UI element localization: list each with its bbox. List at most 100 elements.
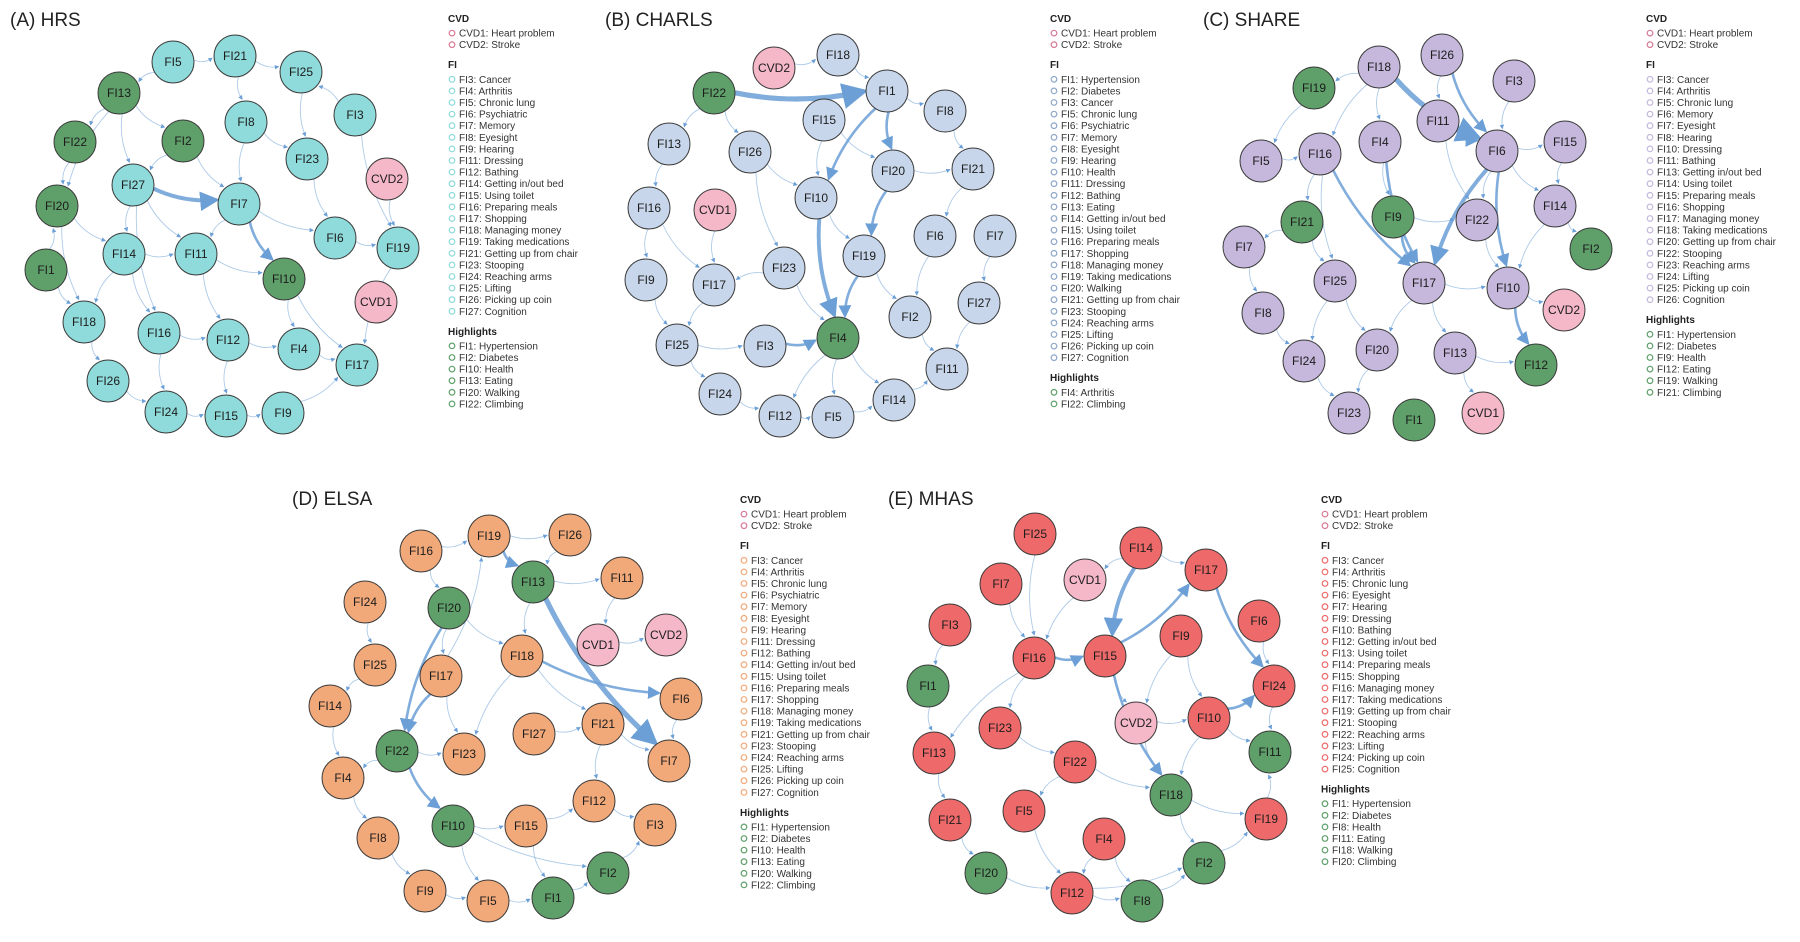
node-fi27: FI27 [512,712,556,756]
legend-marker-icon [1321,580,1329,587]
legend-marker-icon [448,157,456,164]
legend-marker-icon [448,342,456,350]
legend-marker-icon [1321,800,1329,808]
legend-marker-icon [740,858,748,866]
legend-item-highlight: FI8: Health [1332,822,1381,833]
node-fi16: FI16 [1012,636,1056,680]
edge-fi14-fi11 [144,253,174,258]
node-label: FI20 [974,866,998,880]
legend-marker-icon [740,626,748,634]
edge-fi15-fi1 [532,845,546,878]
node-label: FI18 [826,48,850,62]
node-fi26: FI26 [86,359,130,403]
legend-item-fi: FI4: Arthritis [459,86,512,97]
legend-marker-icon [1321,858,1329,866]
node-fi23: FI23 [442,732,486,776]
edge-fi17-fi24 [1215,587,1264,668]
legend-item-fi: FI3: Cancer [459,75,512,86]
legend-marker-icon [1050,41,1058,49]
node-label: FI8 [936,104,954,118]
node-label: FI12 [1524,358,1548,372]
node-fi25: FI25 [1013,512,1057,556]
edge-fi24-fi23 [1317,376,1335,397]
node-fi14: FI14 [1119,526,1163,570]
legend-header-cvd: CVD [448,14,469,25]
node-circle [581,702,625,746]
edge-fi23-fi4 [796,284,825,321]
legend-item-cvd: CVD2: Stroke [1332,521,1394,532]
node-label: FI21 [1290,215,1314,229]
node-label: FI9 [1172,629,1190,643]
legend-item-fi: FI6: Psychiatric [459,110,527,121]
legend-item-fi: FI12: Getting in/out bed [1332,637,1437,648]
nodes-charls: CVD2 FI18 FI22 FI1 FI8 FI15 FI13 FI26 FI20 FI21 FI… [624,33,1017,439]
node-fi17: FI17 [335,343,379,387]
node-circle [1252,664,1296,708]
legend-marker-icon [740,754,748,761]
node-circle [1083,634,1127,678]
legend-marker-icon [448,203,456,211]
legend-marker-icon [1321,707,1329,715]
edge-fi18-fi26 [91,341,100,361]
node-circle [1486,266,1530,310]
node-circle [1248,730,1292,774]
node-label: FI14 [882,393,906,407]
edge-fi4-fi8 [1114,856,1131,882]
node-circle [644,613,688,657]
edge-fi26-fi11 [1435,75,1442,99]
node-fi7: FI7 [1222,225,1266,269]
node-label: CVD2 [650,628,682,642]
node-label: FI25 [665,338,689,352]
node-label: FI25 [363,658,387,672]
legend-marker-icon [1646,354,1654,361]
node-label: FI20 [881,164,905,178]
node-circle [343,580,387,624]
legend-item-fi: FI8: Eyesight [459,133,518,144]
legend-item-fi: FI9: Hearing [459,144,514,155]
edge-fi25-fi3 [697,344,743,350]
legend-marker-icon [740,788,748,796]
edge-fi7-fi27 [981,256,991,282]
edge-fi14-cvd1 [1104,557,1123,570]
node-label: FI9 [1384,210,1402,224]
legend-item-fi: FI7: Eyesight [1657,121,1716,132]
legend-marker-icon [448,238,456,246]
legend-marker-icon [1321,522,1329,530]
edge-fi1-fi20 [880,111,893,151]
legend-marker-icon [1321,765,1329,773]
node-label: FI10 [1496,281,1520,295]
edge-fi11-fi6 [1455,129,1479,147]
node-circle [376,226,420,270]
node-fi14: FI14 [308,684,352,728]
edge-fi13-fi18 [522,602,531,634]
legend-item-fi: FI14: Getting in/out bed [1061,214,1166,225]
node-label: FI7 [1235,240,1253,254]
node-label: FI1 [544,891,562,905]
legend-item-fi: FI6: Psychiatric [751,591,819,602]
legend-item-fi: FI13: Getting in/out bed [1657,168,1762,179]
legend-item-fi: FI18: Managing money [459,226,561,237]
edge-fi4-fi12 [792,354,826,399]
edge-fi6-fi24 [1262,641,1270,665]
legend-item-highlight: FI1: Hypertension [459,341,538,352]
edge-fi19-fi11 [1266,774,1273,799]
node-label: FI16 [409,544,433,558]
node-fi23: FI23 [1327,391,1371,435]
node-fi12: FI12 [1514,343,1558,387]
edge-fi25-fi24 [1310,300,1328,341]
node-fi1: FI1 [1392,398,1436,442]
node-circle [1222,225,1266,269]
node-fi11: FI11 [600,556,644,600]
edge-fi3-fi1 [933,644,944,666]
edges-hrs [49,57,395,419]
node-label: FI11 [935,362,958,376]
panel-title-elsa: (D) ELSA [292,489,373,510]
legend-item-cvd: CVD2: Stroke [1657,40,1719,51]
node-circle [865,69,909,113]
legend-marker-icon [1050,284,1058,292]
node-fi25: FI25 [279,50,323,94]
legend-marker-icon [448,249,456,257]
legend-marker-icon [1050,145,1058,153]
node-label: CVD1 [1069,573,1101,587]
edge-fi22-fi10 [1485,239,1500,268]
